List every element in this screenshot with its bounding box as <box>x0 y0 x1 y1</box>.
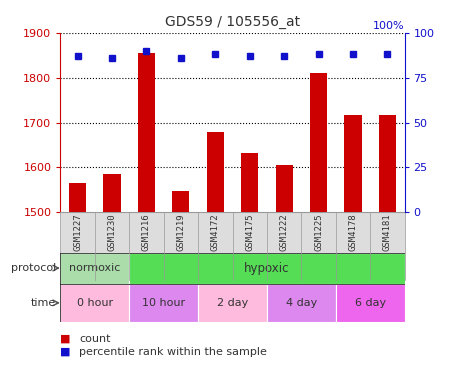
Text: 10 hour: 10 hour <box>142 298 185 308</box>
Text: ■: ■ <box>60 333 71 344</box>
Bar <box>198 284 267 322</box>
Text: time: time <box>31 298 56 308</box>
Bar <box>241 153 259 212</box>
Text: ■: ■ <box>60 347 71 357</box>
Title: GDS59 / 105556_at: GDS59 / 105556_at <box>165 15 300 29</box>
Bar <box>60 284 129 322</box>
Text: protocol: protocol <box>11 263 56 273</box>
Bar <box>129 284 198 322</box>
Text: 100%: 100% <box>373 21 405 31</box>
Bar <box>267 284 336 322</box>
Bar <box>336 284 405 322</box>
Text: percentile rank within the sample: percentile rank within the sample <box>79 347 267 357</box>
Bar <box>103 174 121 212</box>
Text: 0 hour: 0 hour <box>77 298 113 308</box>
Bar <box>172 191 190 212</box>
Text: normoxic: normoxic <box>69 263 120 273</box>
Text: 6 day: 6 day <box>355 298 385 308</box>
Text: count: count <box>79 333 111 344</box>
Text: 4 day: 4 day <box>286 298 317 308</box>
Bar <box>344 115 362 212</box>
Bar <box>129 253 405 284</box>
Bar <box>138 53 155 212</box>
Bar <box>60 253 129 284</box>
Text: hypoxic: hypoxic <box>244 262 290 274</box>
Bar <box>206 132 224 212</box>
Bar <box>310 73 327 212</box>
Bar <box>69 183 86 212</box>
Bar <box>276 165 293 212</box>
Text: 2 day: 2 day <box>217 298 248 308</box>
Bar <box>379 115 396 212</box>
